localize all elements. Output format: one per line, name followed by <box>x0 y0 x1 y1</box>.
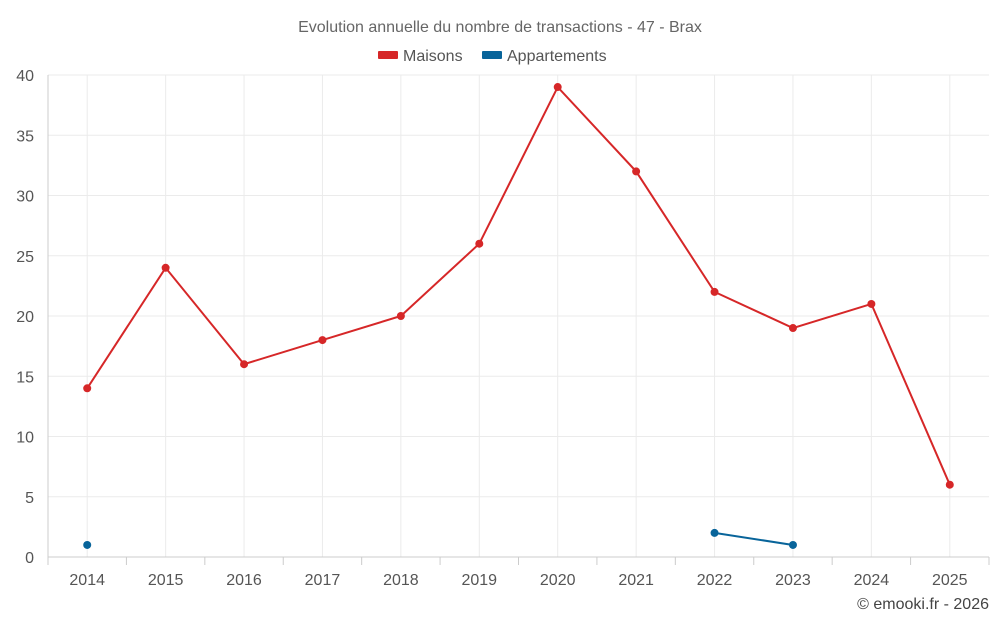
data-point-maisons-2020[interactable] <box>553 83 562 92</box>
legend-item-maisons[interactable]: Maisons <box>378 48 463 65</box>
data-point-maisons-2025[interactable] <box>945 480 954 489</box>
data-point-maisons-2015[interactable] <box>161 263 170 272</box>
grid <box>47 74 989 558</box>
series-line-appartements <box>714 531 794 546</box>
legend-label-appartements: Appartements <box>507 48 607 65</box>
y-tick-label: 5 <box>25 490 34 507</box>
y-tick-label: 30 <box>16 189 34 206</box>
legend-swatch-appartements <box>482 51 502 59</box>
y-axis: 0 5 10 15 20 25 30 35 40 <box>16 68 34 567</box>
y-tick-label: 40 <box>16 68 34 85</box>
x-tick-label: 2025 <box>932 572 968 589</box>
credit-text: © emooki.fr - 2026 <box>857 596 989 613</box>
data-point-maisons-2014[interactable] <box>83 384 92 393</box>
data-point-maisons-2018[interactable] <box>396 312 405 320</box>
x-tick-label: 2019 <box>461 572 497 589</box>
x-tick-label: 2016 <box>226 572 262 589</box>
x-tick-label: 2017 <box>305 572 341 589</box>
data-point-maisons-2022[interactable] <box>710 287 719 296</box>
y-tick-label: 35 <box>16 128 34 145</box>
x-tick-label: 2024 <box>854 572 890 589</box>
series <box>83 83 954 549</box>
data-point-maisons-2021[interactable] <box>632 167 641 176</box>
x-tick-label: 2023 <box>775 572 811 589</box>
data-point-appartements-2022[interactable] <box>710 528 719 537</box>
legend-item-appartements[interactable]: Appartements <box>482 48 607 65</box>
x-tick-label: 2021 <box>618 572 654 589</box>
data-point-maisons-2024[interactable] <box>867 299 876 308</box>
data-point-maisons-2023[interactable] <box>788 324 797 333</box>
legend-swatch-maisons <box>378 51 398 59</box>
data-point-appartements-2014[interactable] <box>83 540 92 549</box>
y-tick-label: 25 <box>16 249 34 266</box>
data-point-maisons-2017[interactable] <box>318 336 327 345</box>
x-axis: 2014 2015 2016 2017 2018 2019 2020 2021 2022 2023… <box>47 557 990 589</box>
series-line-maisons <box>86 85 951 486</box>
legend: Maisons Appartements <box>378 48 607 65</box>
data-point-maisons-2016[interactable] <box>240 360 249 369</box>
y-tick-label: 0 <box>25 550 34 567</box>
x-tick-label: 2018 <box>383 572 419 589</box>
x-tick-label: 2020 <box>540 572 576 589</box>
x-tick-label: 2022 <box>697 572 733 589</box>
y-tick-label: 10 <box>16 430 34 447</box>
chart-title: Evolution annuelle du nombre de transact… <box>298 19 702 36</box>
x-tick-label: 2014 <box>69 572 105 589</box>
data-point-maisons-2019[interactable] <box>475 239 484 248</box>
y-tick-label: 15 <box>16 369 34 386</box>
data-point-appartements-2023[interactable] <box>788 540 797 549</box>
x-tick-label: 2015 <box>148 572 184 589</box>
legend-label-maisons: Maisons <box>403 48 463 65</box>
y-tick-label: 20 <box>16 309 34 326</box>
